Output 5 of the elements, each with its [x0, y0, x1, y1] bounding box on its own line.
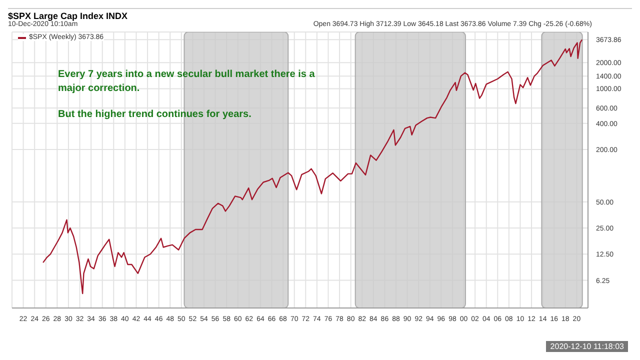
annotation: Every 7 years into a new secular bull market there is a major correction. — [58, 68, 316, 96]
text: 2020-12-10 11:18:03 — [546, 341, 628, 352]
line-series — [42, 39, 583, 294]
annotation: But the higher trend continues for years. — [58, 108, 252, 122]
chart-title: $SPX Large Cap Index INDX — [8, 11, 128, 21]
